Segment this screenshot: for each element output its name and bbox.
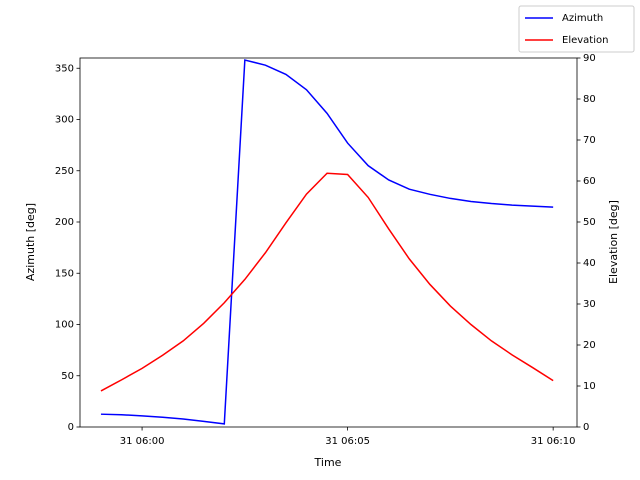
x-axis-label: Time	[314, 456, 342, 469]
y-tick-label: 250	[55, 166, 74, 177]
y-tick-label: 50	[61, 371, 74, 382]
y2-tick-label: 50	[583, 217, 596, 228]
y-tick-label: 300	[55, 115, 74, 126]
x-tick-label: 31 06:10	[531, 436, 576, 447]
y-tick-label: 350	[55, 63, 74, 74]
data-line	[100, 172, 554, 392]
y2-axis-label: Elevation [deg]	[607, 200, 620, 284]
y-tick-label: 0	[68, 422, 74, 433]
legend-label: Elevation	[562, 35, 608, 46]
y2-tick-label: 60	[583, 176, 596, 187]
x-tick-label: 31 06:00	[120, 436, 165, 447]
legend: Azimuth Elevation	[518, 5, 635, 53]
x-tick-label: 31 06:05	[325, 436, 370, 447]
y2-tick-label: 40	[583, 258, 596, 269]
legend-label: Azimuth	[562, 13, 603, 24]
y-tick-label: 100	[55, 320, 74, 331]
y-tick-label: 200	[55, 217, 74, 228]
data-line	[100, 59, 554, 425]
y-axis-label: Azimuth [deg]	[24, 203, 37, 281]
y2-tick-label: 90	[583, 53, 596, 64]
y2-tick-label: 30	[583, 299, 596, 310]
plot-frame	[79, 57, 578, 428]
y2-tick-label: 10	[583, 381, 596, 392]
y2-tick-label: 20	[583, 340, 596, 351]
y2-tick-label: 80	[583, 94, 596, 105]
y2-tick-label: 0	[583, 422, 589, 433]
y2-tick-label: 70	[583, 135, 596, 146]
y-tick-label: 150	[55, 268, 74, 279]
